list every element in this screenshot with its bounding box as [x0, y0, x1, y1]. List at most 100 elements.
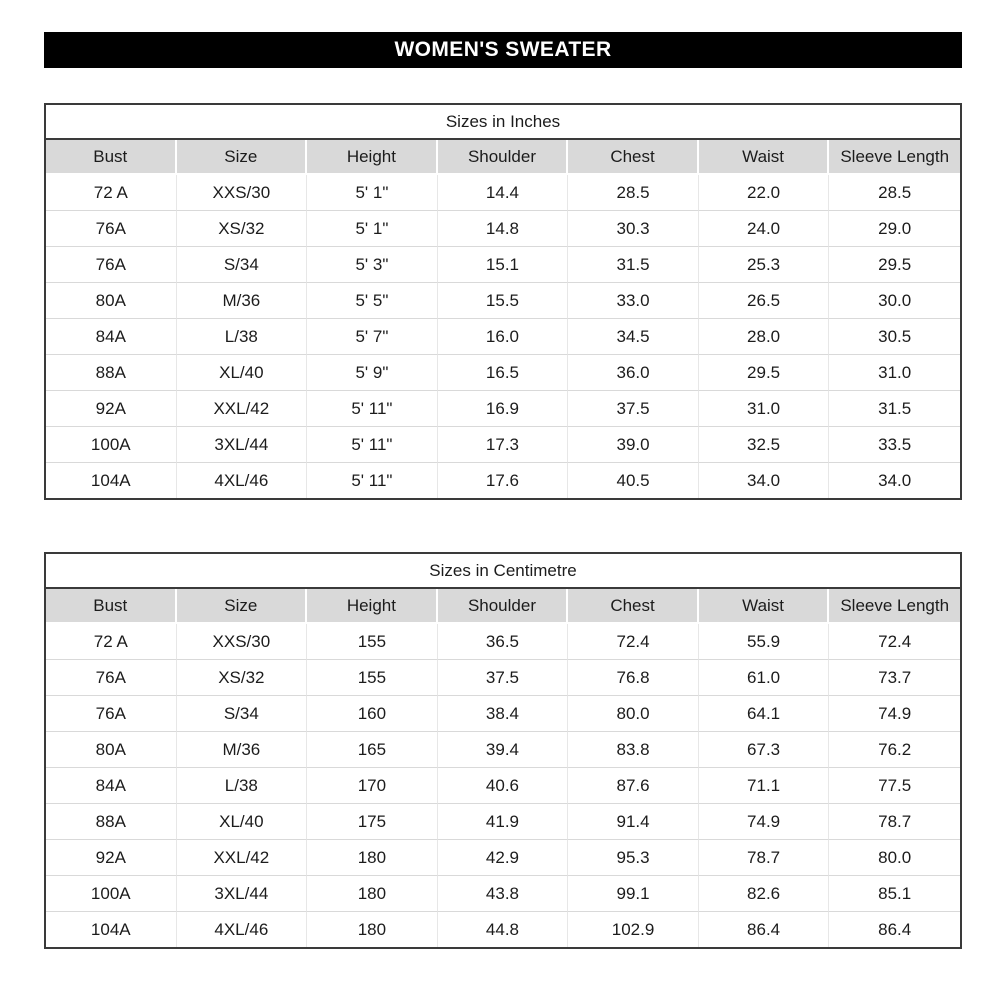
centimetre-table-head: Sizes in Centimetre Bust Size Height Should… — [46, 554, 960, 624]
table-cell: XL/40 — [176, 804, 308, 840]
table-cell: 3XL/44 — [176, 876, 308, 912]
table-cell: 30.0 — [829, 283, 960, 319]
table-cell: 82.6 — [698, 876, 830, 912]
table-cell: S/34 — [176, 247, 308, 283]
centimetre-table-body: 72 A XXS/30 155 36.5 72.4 55.9 72.4 76A XS/32 155… — [46, 624, 960, 947]
size-chart-page: WOMEN'S SWEATER Sizes in Inches Bust Size… — [0, 32, 1000, 949]
table-cell: 87.6 — [568, 768, 699, 804]
inches-table-head: Sizes in Inches Bust Size Height Shoulder Ch… — [46, 105, 960, 175]
table-cell: 36.5 — [437, 624, 569, 660]
table-cell: 14.4 — [437, 175, 569, 211]
column-header-shoulder: Shoulder — [437, 589, 569, 624]
column-header-height: Height — [307, 140, 438, 175]
inches-table-body: 72 A XXS/30 5' 1" 14.4 28.5 22.0 28.5 76A XS/32 5… — [46, 175, 960, 498]
table-cell: 80A — [46, 732, 177, 768]
column-header-bust: Bust — [46, 140, 177, 175]
table-cell: 72.4 — [829, 624, 960, 660]
table-cell: 4XL/46 — [176, 463, 308, 498]
table-row: 104A 4XL/46 5' 11" 17.6 40.5 34.0 34.0 — [46, 463, 960, 498]
table-cell: 104A — [46, 912, 177, 947]
column-header-bust: Bust — [46, 589, 177, 624]
table-title-row: Sizes in Inches — [46, 105, 960, 140]
table-row: 80A M/36 165 39.4 83.8 67.3 76.2 — [46, 732, 960, 768]
table-cell: 16.9 — [437, 391, 569, 427]
table-cell: XXS/30 — [176, 624, 308, 660]
table-title: Sizes in Inches — [46, 105, 960, 140]
column-header-row: Bust Size Height Shoulder Chest Waist Sleeve L… — [46, 140, 960, 175]
table-row: 104A 4XL/46 180 44.8 102.9 86.4 86.4 — [46, 912, 960, 947]
table-cell: 92A — [46, 840, 177, 876]
table-cell: 36.0 — [568, 355, 699, 391]
table-cell: 34.0 — [829, 463, 960, 498]
table-row: 76A XS/32 155 37.5 76.8 61.0 73.7 — [46, 660, 960, 696]
table-cell: 25.3 — [698, 247, 830, 283]
table-cell: 17.6 — [437, 463, 569, 498]
column-header-sleeve-length: Sleeve Length — [829, 589, 960, 624]
column-header-height: Height — [307, 589, 438, 624]
table-cell: 180 — [307, 840, 438, 876]
column-header-row: Bust Size Height Shoulder Chest Waist Sleeve L… — [46, 589, 960, 624]
table-cell: XXL/42 — [176, 391, 308, 427]
table-cell: 28.5 — [568, 175, 699, 211]
table-row: 76A S/34 160 38.4 80.0 64.1 74.9 — [46, 696, 960, 732]
table-row: 80A M/36 5' 5" 15.5 33.0 26.5 30.0 — [46, 283, 960, 319]
table-cell: 33.0 — [568, 283, 699, 319]
table-cell: 39.4 — [437, 732, 569, 768]
table-cell: 24.0 — [698, 211, 830, 247]
table-cell: 41.9 — [437, 804, 569, 840]
table-cell: 155 — [307, 624, 438, 660]
column-header-size: Size — [176, 140, 308, 175]
table-cell: 84A — [46, 319, 177, 355]
table-cell: 5' 1" — [307, 175, 438, 211]
table-cell: 5' 11" — [307, 391, 438, 427]
table-cell: 165 — [307, 732, 438, 768]
centimetre-size-table: Sizes in Centimetre Bust Size Height Should… — [46, 554, 960, 947]
table-cell: 64.1 — [698, 696, 830, 732]
table-row: 88A XL/40 175 41.9 91.4 74.9 78.7 — [46, 804, 960, 840]
table-cell: 40.5 — [568, 463, 699, 498]
table-row: 92A XXL/42 180 42.9 95.3 78.7 80.0 — [46, 840, 960, 876]
table-cell: 29.5 — [829, 247, 960, 283]
table-cell: 5' 9" — [307, 355, 438, 391]
table-row: 92A XXL/42 5' 11" 16.9 37.5 31.0 31.5 — [46, 391, 960, 427]
table-cell: 31.0 — [698, 391, 830, 427]
table-cell: 72.4 — [568, 624, 699, 660]
table-cell: 85.1 — [829, 876, 960, 912]
table-cell: 33.5 — [829, 427, 960, 463]
table-cell: 38.4 — [437, 696, 569, 732]
table-cell: 28.0 — [698, 319, 830, 355]
table-cell: 83.8 — [568, 732, 699, 768]
table-cell: 72 A — [46, 175, 177, 211]
table-cell: 76A — [46, 696, 177, 732]
table-cell: 5' 1" — [307, 211, 438, 247]
table-cell: 5' 11" — [307, 463, 438, 498]
table-row: 100A 3XL/44 5' 11" 17.3 39.0 32.5 33.5 — [46, 427, 960, 463]
table-row: 76A XS/32 5' 1" 14.8 30.3 24.0 29.0 — [46, 211, 960, 247]
table-cell: 5' 5" — [307, 283, 438, 319]
table-cell: S/34 — [176, 696, 308, 732]
column-header-size: Size — [176, 589, 308, 624]
table-cell: 39.0 — [568, 427, 699, 463]
table-cell: 74.9 — [698, 804, 830, 840]
table-cell: 61.0 — [698, 660, 830, 696]
table-cell: 16.5 — [437, 355, 569, 391]
table-cell: 34.0 — [698, 463, 830, 498]
column-header-sleeve-length: Sleeve Length — [829, 140, 960, 175]
table-cell: 100A — [46, 427, 177, 463]
table-cell: 78.7 — [829, 804, 960, 840]
table-cell: 28.5 — [829, 175, 960, 211]
page-title-banner: WOMEN'S SWEATER — [44, 32, 962, 68]
table-cell: 76A — [46, 660, 177, 696]
table-cell: 73.7 — [829, 660, 960, 696]
table-cell: XS/32 — [176, 660, 308, 696]
table-cell: 180 — [307, 912, 438, 947]
inches-table-container: Sizes in Inches Bust Size Height Shoulder Ch… — [44, 103, 962, 500]
table-cell: 15.1 — [437, 247, 569, 283]
table-cell: 76A — [46, 247, 177, 283]
table-cell: 86.4 — [698, 912, 830, 947]
table-cell: 55.9 — [698, 624, 830, 660]
table-cell: 3XL/44 — [176, 427, 308, 463]
table-cell: 74.9 — [829, 696, 960, 732]
table-cell: 84A — [46, 768, 177, 804]
table-cell: 88A — [46, 804, 177, 840]
